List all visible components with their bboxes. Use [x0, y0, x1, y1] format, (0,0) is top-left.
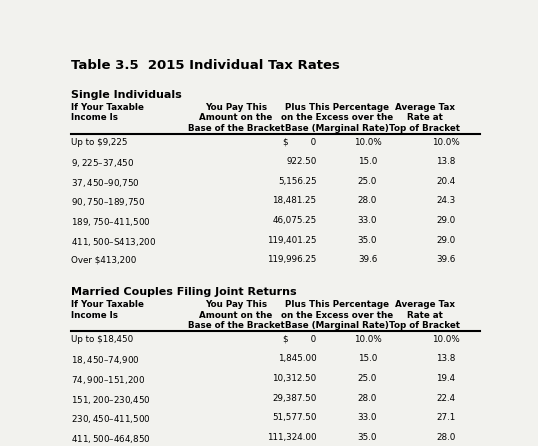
Text: Plus This Percentage
on the Excess over the
Base (Marginal Rate): Plus This Percentage on the Excess over …	[281, 300, 393, 330]
Text: $74,900–$151,200: $74,900–$151,200	[72, 374, 146, 386]
Text: $37,450–$90,750: $37,450–$90,750	[72, 177, 140, 189]
Text: 13.8: 13.8	[436, 157, 456, 166]
Text: 35.0: 35.0	[358, 433, 377, 442]
Text: $411,500–$464,850: $411,500–$464,850	[72, 433, 151, 445]
Text: 28.0: 28.0	[436, 433, 456, 442]
Text: $151,200–$230,450: $151,200–$230,450	[72, 394, 151, 405]
Text: 25.0: 25.0	[358, 374, 377, 383]
Text: $        0: $ 0	[284, 335, 316, 344]
Text: 20.4: 20.4	[436, 177, 456, 186]
Text: $9,225–$37,450: $9,225–$37,450	[72, 157, 134, 169]
Text: 29.0: 29.0	[436, 235, 456, 244]
Text: If Your Taxable
Income Is: If Your Taxable Income Is	[72, 300, 144, 319]
Text: 28.0: 28.0	[358, 197, 377, 206]
Text: 10,312.50: 10,312.50	[272, 374, 316, 383]
Text: 119,996.25: 119,996.25	[267, 255, 316, 264]
Text: Average Tax
Rate at
Top of Bracket: Average Tax Rate at Top of Bracket	[390, 300, 461, 330]
Text: 27.1: 27.1	[436, 413, 456, 422]
Text: 18,481.25: 18,481.25	[272, 197, 316, 206]
Text: Single Individuals: Single Individuals	[72, 90, 182, 99]
Text: 111,324.00: 111,324.00	[267, 433, 316, 442]
Text: 19.4: 19.4	[436, 374, 455, 383]
Text: $189,750–$411,500: $189,750–$411,500	[72, 216, 151, 228]
Text: Up to $18,450: Up to $18,450	[72, 335, 133, 344]
Text: 33.0: 33.0	[358, 413, 377, 422]
Text: 10.0%: 10.0%	[432, 335, 459, 344]
Text: 10.0%: 10.0%	[353, 138, 381, 147]
Text: Table 3.5  2015 Individual Tax Rates: Table 3.5 2015 Individual Tax Rates	[72, 59, 341, 72]
Text: 15.0: 15.0	[358, 355, 377, 363]
Text: 15.0: 15.0	[358, 157, 377, 166]
Text: Average Tax
Rate at
Top of Bracket: Average Tax Rate at Top of Bracket	[390, 103, 461, 133]
Text: 39.6: 39.6	[358, 255, 377, 264]
Text: 35.0: 35.0	[358, 235, 377, 244]
Text: 922.50: 922.50	[286, 157, 316, 166]
Text: $        0: $ 0	[284, 138, 316, 147]
Text: Over $413,200: Over $413,200	[72, 255, 137, 264]
Text: Plus This Percentage
on the Excess over the
Base (Marginal Rate): Plus This Percentage on the Excess over …	[281, 103, 393, 133]
Text: 24.3: 24.3	[436, 197, 456, 206]
Text: 28.0: 28.0	[358, 394, 377, 403]
Text: 33.0: 33.0	[358, 216, 377, 225]
Text: You Pay This
Amount on the
Base of the Bracket: You Pay This Amount on the Base of the B…	[188, 103, 285, 133]
Text: 5,156.25: 5,156.25	[278, 177, 316, 186]
Text: 29,387.50: 29,387.50	[272, 394, 316, 403]
Text: 119,401.25: 119,401.25	[267, 235, 316, 244]
Text: Married Couples Filing Joint Returns: Married Couples Filing Joint Returns	[72, 287, 297, 297]
Text: 13.8: 13.8	[436, 355, 456, 363]
Text: 39.6: 39.6	[436, 255, 456, 264]
Text: $18,450–$74,900: $18,450–$74,900	[72, 355, 140, 367]
Text: Up to $9,225: Up to $9,225	[72, 138, 128, 147]
Text: $230,450–$411,500: $230,450–$411,500	[72, 413, 151, 425]
Text: 1,845.00: 1,845.00	[278, 355, 316, 363]
Text: If Your Taxable
Income Is: If Your Taxable Income Is	[72, 103, 144, 122]
Text: 51,577.50: 51,577.50	[272, 413, 316, 422]
Text: $90,750–$189,750: $90,750–$189,750	[72, 197, 146, 208]
Text: 22.4: 22.4	[436, 394, 455, 403]
Text: 10.0%: 10.0%	[353, 335, 381, 344]
Text: 25.0: 25.0	[358, 177, 377, 186]
Text: $411,500–$S413,200: $411,500–$S413,200	[72, 235, 157, 248]
Text: 10.0%: 10.0%	[432, 138, 459, 147]
Text: 29.0: 29.0	[436, 216, 456, 225]
Text: You Pay This
Amount on the
Base of the Bracket: You Pay This Amount on the Base of the B…	[188, 300, 285, 330]
Text: 46,075.25: 46,075.25	[272, 216, 316, 225]
